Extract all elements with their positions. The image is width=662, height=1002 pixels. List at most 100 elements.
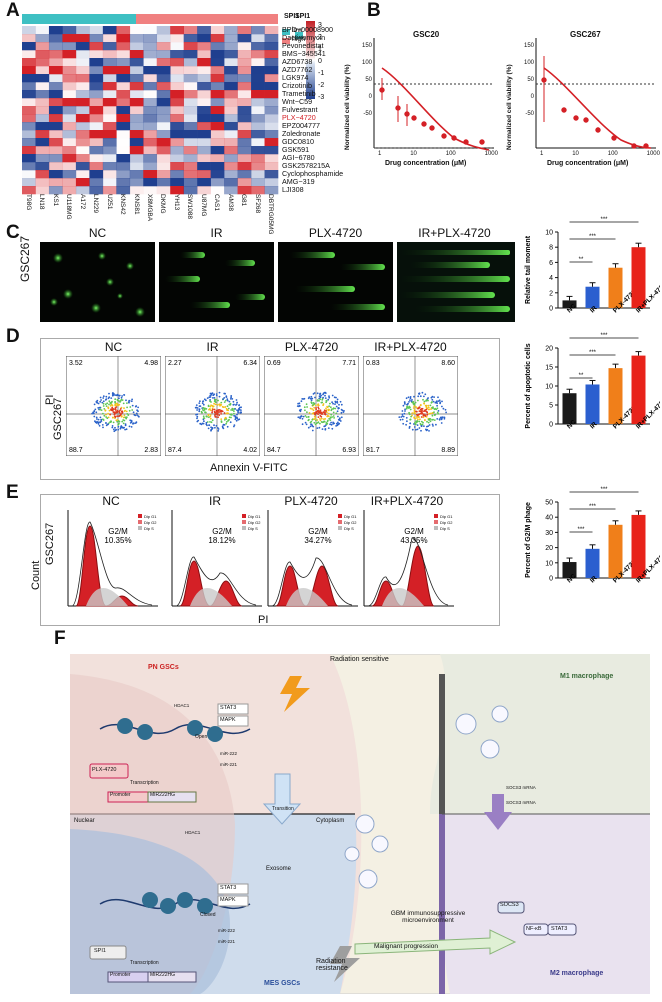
panel-label-b: B (367, 0, 381, 21)
heatmap-cell (62, 178, 77, 187)
heatmap-drug-label: AZD7762 (282, 65, 313, 74)
heatmap-cell-line-label: LN18 (38, 194, 46, 210)
heatmap-cell (264, 130, 279, 139)
heatmap-cell (170, 106, 184, 115)
heatmap-cell (264, 50, 279, 59)
heatmap-cell (129, 58, 144, 67)
gsc267-point (631, 143, 637, 149)
heatmap-cell (35, 106, 50, 115)
legend-low-swatch-2 (282, 29, 290, 35)
heatmap-cell (129, 138, 144, 147)
heatmap-cell (251, 66, 265, 75)
heatmap-cell (183, 122, 198, 131)
heatmap-cell-line-label: SF268 (253, 194, 261, 214)
heatmap-cell (183, 26, 198, 35)
heatmap-cell (129, 34, 144, 43)
heatmap-drug-label: Pevonedistat (282, 41, 324, 50)
heatmap-cell (143, 130, 158, 139)
heatmap-cell (237, 162, 252, 171)
heatmap-cell (22, 114, 36, 123)
heatmap-cell (210, 114, 225, 123)
bar-ytick: 8 (549, 245, 553, 252)
heatmap-cell (237, 42, 252, 51)
ytick: 150 (523, 43, 534, 49)
heatmap-cell (210, 82, 225, 91)
heatmap-cell (89, 66, 104, 75)
heatmap-drug-label: GDC0810 (282, 137, 314, 146)
heatmap-cell (197, 74, 211, 83)
heatmap-cell (35, 50, 50, 59)
heatmap-cell (129, 154, 144, 163)
gsc267-point (573, 115, 579, 121)
heatmap-cell (197, 34, 211, 43)
heatmap-cell (75, 178, 90, 187)
hdac-label-pn: HDAC1 (174, 703, 190, 708)
heatmap-cell (129, 42, 144, 51)
flow-head: IR (206, 340, 219, 354)
heatmap-cell (89, 122, 104, 131)
cytoplasm-label: Cytoplasm (316, 818, 345, 824)
heatmap-cell (35, 58, 50, 67)
heatmap-cell (35, 178, 50, 187)
malignant-arrow (354, 929, 517, 955)
heatmap-cell (129, 170, 144, 179)
heatmap-cell (75, 162, 90, 171)
heatmap-cell (116, 34, 131, 43)
gsc20-point (421, 121, 427, 127)
heatmap-cell (129, 82, 144, 91)
heatmap-cell (76, 146, 90, 154)
heatmap-cell (170, 98, 184, 107)
heatmap-cell (116, 186, 131, 195)
heatmap-cell (224, 34, 238, 43)
heatmap-cell (102, 106, 117, 115)
heatmap-cell (35, 26, 50, 35)
hdac-label-mes: HDAC1 (185, 830, 201, 835)
heatmap-cell (143, 106, 158, 115)
heatmap-cell (197, 138, 211, 147)
cycle-legend-label: Dip G1 (144, 514, 157, 519)
heatmap (22, 14, 279, 195)
heatmap-cell (264, 66, 279, 75)
significance-label: *** (600, 487, 608, 493)
heatmap-cell (75, 90, 90, 99)
heatmap-group-title: SPI1 (295, 13, 311, 20)
heatmap-cell (35, 74, 50, 83)
heatmap-cell (143, 90, 157, 98)
heatmap-cell-line-label: KNS81 (132, 194, 140, 215)
heatmap-cell (183, 186, 198, 195)
heatmap-drug-label: BPD−00008900 (282, 25, 333, 34)
heatmap-cell (264, 178, 279, 187)
heatmap-cell (102, 50, 117, 59)
heatmap-cell (143, 34, 158, 43)
heatmap-cell (143, 122, 158, 131)
scale-tick: 0 (318, 58, 322, 65)
heatmap-cell (62, 130, 77, 139)
heatmap-drug-label: GSK2578215A (282, 161, 330, 170)
mir222-label-pn: miR-222 (220, 751, 238, 756)
heatmap-cell (170, 186, 184, 195)
panel-label-c: C (6, 222, 20, 243)
gsc20-point (441, 133, 447, 139)
bar-ytick: 5 (549, 403, 553, 410)
cycle-xlabel: PI (258, 614, 269, 626)
heatmap-cell (22, 74, 36, 83)
bar-ytick: 20 (545, 545, 553, 552)
cycle-legend-label: Dip S (248, 526, 258, 531)
heatmap-drug-label: LGK974 (282, 73, 309, 82)
bar (585, 548, 600, 578)
heatmap-drug-label: BMS−345541 (282, 49, 326, 58)
heatmap-cell (143, 50, 158, 59)
heatmap-cell (143, 98, 158, 107)
heatmap-cell (183, 130, 198, 139)
heatmap-cell (22, 34, 36, 43)
heatmap-cell (183, 90, 198, 99)
heatmap-cell (75, 138, 90, 147)
heatmap-cell (129, 178, 144, 187)
heatmap-cell (184, 82, 198, 90)
quadrant-value: 81.7 (366, 447, 380, 454)
heatmap-cell (210, 130, 225, 139)
heatmap-cell (62, 74, 77, 83)
heatmap-cell (89, 82, 104, 91)
heatmap-cell (35, 66, 50, 75)
closed-label: Closed (200, 912, 216, 918)
